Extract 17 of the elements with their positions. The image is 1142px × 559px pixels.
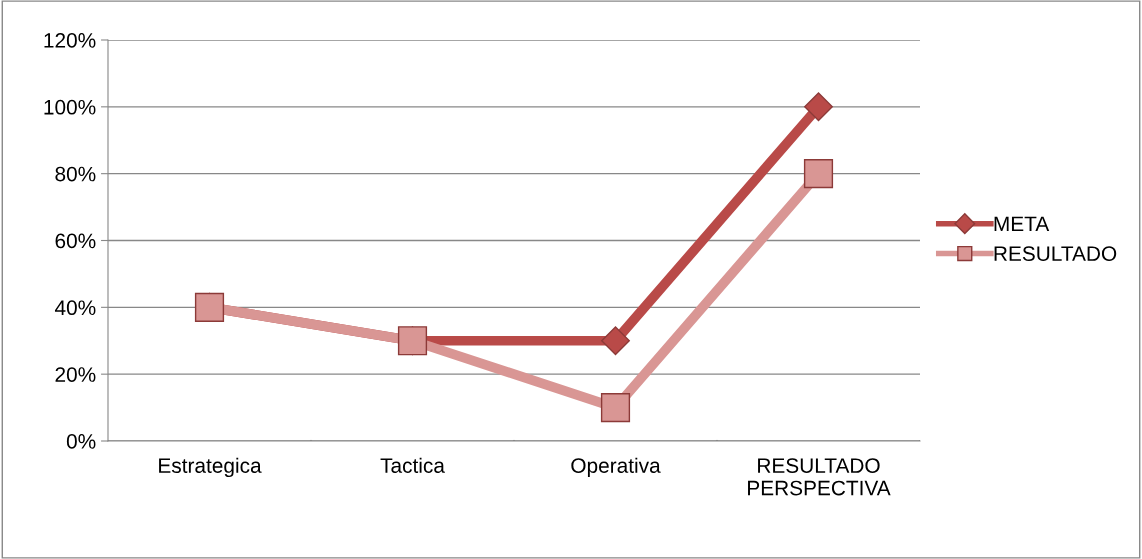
legend-label: META	[994, 216, 1050, 231]
point	[803, 159, 834, 189]
x-tick-label: Operativa	[571, 457, 661, 478]
legend-label: RESULTADO	[994, 246, 1117, 262]
x-tick-label: RESULTADO PERSPECTIVA	[748, 458, 891, 496]
y-tick-label: 120%	[44, 33, 96, 48]
y-tick-label: 20%	[55, 367, 96, 382]
y-tick-label: 100%	[44, 99, 96, 115]
point	[600, 392, 631, 423]
point	[601, 326, 630, 356]
y-tick-label: 0%	[66, 434, 96, 449]
x-tick-label: Estrategica	[159, 457, 262, 478]
point	[804, 92, 833, 122]
x-tick-label: Tactica	[380, 457, 445, 473]
y-tick-label: 80%	[55, 166, 96, 182]
y-tick-label: 40%	[54, 300, 96, 316]
y-tick-label: 60%	[55, 233, 96, 249]
